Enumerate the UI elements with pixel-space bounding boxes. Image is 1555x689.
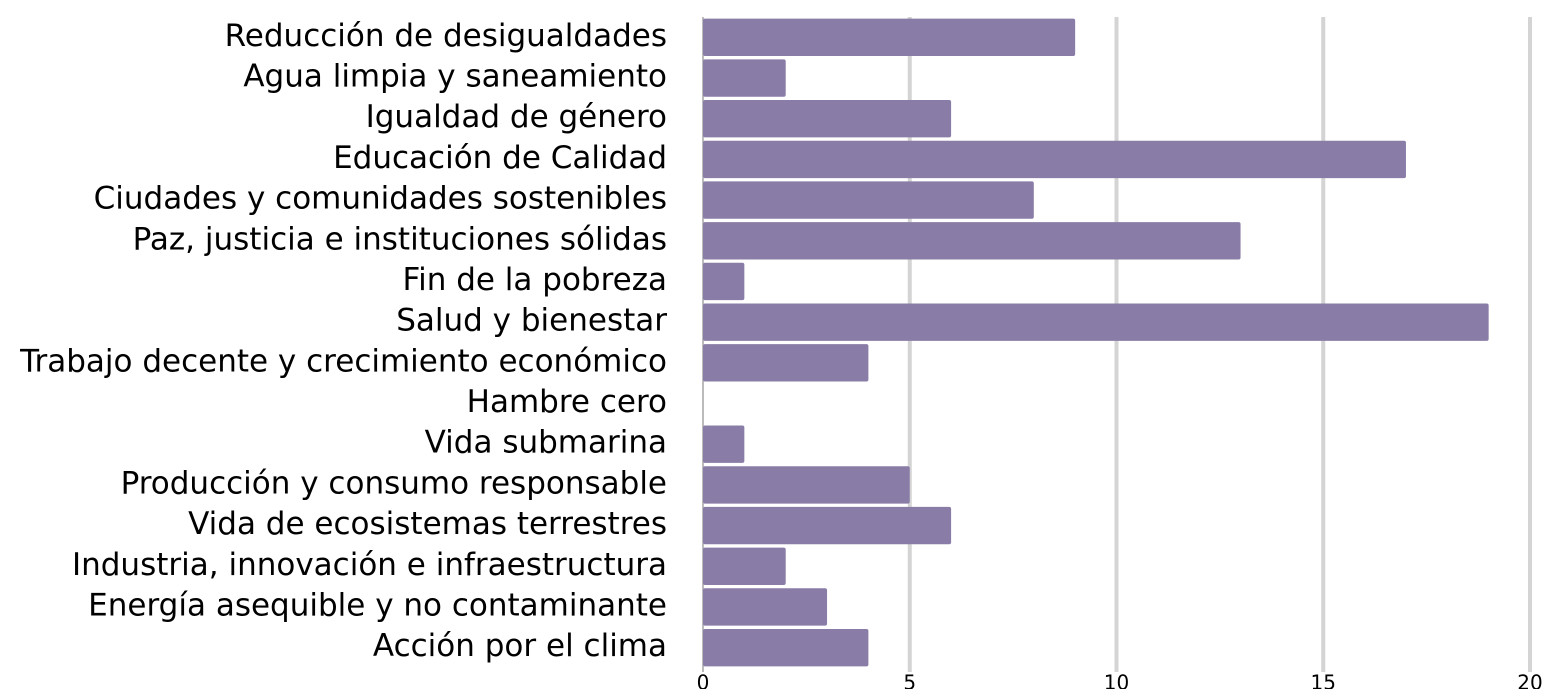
y-tick-label: Fin de la pobreza	[403, 262, 667, 298]
bar	[703, 588, 828, 626]
bar	[703, 222, 1241, 260]
y-tick-label: Hambre cero	[467, 384, 667, 420]
y-tick-label: Educación de Calidad	[333, 140, 667, 176]
x-tick-label: 10	[1104, 671, 1129, 689]
y-tick-label: Acción por el clima	[373, 628, 667, 664]
x-tick-label: 15	[1311, 671, 1336, 689]
bar	[703, 344, 869, 382]
y-tick-label: Vida submarina	[425, 425, 667, 461]
x-tick-label: 0	[697, 671, 710, 689]
y-tick-label: Energía asequible y no contaminante	[88, 587, 667, 623]
bar	[703, 181, 1034, 219]
y-tick-label: Producción y consumo responsable	[121, 465, 667, 501]
x-tick-label: 20	[1517, 671, 1542, 689]
y-tick-label: Trabajo decente y crecimiento económico	[19, 343, 667, 379]
bar	[703, 59, 786, 97]
bar	[703, 262, 745, 301]
y-tick-label: Paz, justicia e instituciones sólidas	[133, 221, 667, 257]
y-tick-label: Industria, innovación e infraestructura	[72, 547, 667, 583]
bar	[703, 506, 952, 545]
bar	[703, 425, 745, 463]
bar	[703, 100, 952, 138]
bar	[703, 547, 786, 585]
y-tick-label: Vida de ecosistemas terrestres	[188, 506, 667, 542]
y-tick-label: Reducción de desigualdades	[225, 18, 667, 54]
y-tick-label: Igualdad de género	[366, 99, 667, 135]
bar	[703, 628, 869, 667]
bar	[703, 303, 1489, 341]
y-tick-label: Ciudades y comunidades sostenibles	[94, 181, 667, 217]
x-tick-label: 5	[903, 671, 916, 689]
y-tick-label: Salud y bienestar	[396, 303, 667, 339]
bar	[703, 140, 1406, 179]
bar	[703, 18, 1076, 57]
y-tick-label: Agua limpia y saneamiento	[243, 59, 667, 95]
bar	[703, 466, 910, 504]
